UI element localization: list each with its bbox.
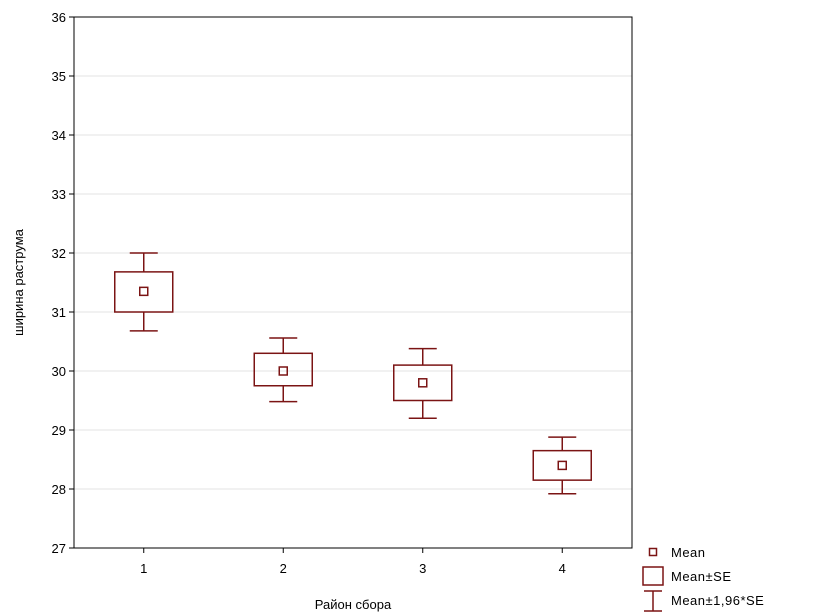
y-tick-label: 33: [52, 187, 66, 202]
legend-se-box: [642, 566, 664, 586]
legend-mean-marker: [648, 547, 658, 557]
plot-marks: [114, 252, 592, 495]
legend-label: Mean±1,96*SE: [671, 593, 764, 608]
y-tick-label: 28: [52, 482, 66, 497]
se-box: [253, 352, 313, 387]
y-tick-label: 36: [52, 10, 66, 25]
y-tick-label: 29: [52, 423, 66, 438]
legend-label: Mean±SE: [671, 569, 732, 584]
legend-item-mean: Mean: [648, 545, 706, 560]
category-4-group: [532, 436, 592, 495]
x-tick-label: 3: [419, 561, 426, 576]
legend: Mean Mean±SE Mean±1,96*SE: [642, 545, 764, 612]
y-axis-ticks: 27 28 29 30 31 32 33 34 35 36: [52, 10, 74, 556]
se-box: [532, 449, 592, 481]
mean-marker: [557, 460, 567, 471]
plot-area-frame: [73, 16, 633, 549]
legend-item-se-box: Mean±SE: [642, 566, 732, 586]
category-3-group: [393, 347, 453, 419]
mean-marker: [278, 366, 288, 376]
legend-label: Mean: [671, 545, 706, 560]
mean-marker: [418, 378, 428, 388]
se-box: [114, 271, 174, 313]
y-tick-label: 27: [52, 541, 66, 556]
legend-item-whisker: Mean±1,96*SE: [644, 590, 764, 612]
x-tick-label: 1: [140, 561, 147, 576]
category-1-group: [114, 252, 174, 332]
se-box: [393, 364, 453, 402]
y-tick-label: 30: [52, 364, 66, 379]
mean-marker: [139, 286, 149, 297]
x-tick-label: 2: [280, 561, 287, 576]
y-tick-label: 35: [52, 69, 66, 84]
x-tick-label: 4: [559, 561, 566, 576]
grid-lines: [74, 75, 632, 490]
y-tick-label: 31: [52, 305, 66, 320]
y-axis-title: ширина раструма: [11, 228, 26, 335]
category-2-group: [253, 337, 313, 403]
x-axis-ticks: 1 2 3 4: [140, 548, 566, 576]
y-tick-label: 32: [52, 246, 66, 261]
y-tick-label: 34: [52, 128, 66, 143]
x-axis-title: Район сбора: [315, 597, 392, 612]
